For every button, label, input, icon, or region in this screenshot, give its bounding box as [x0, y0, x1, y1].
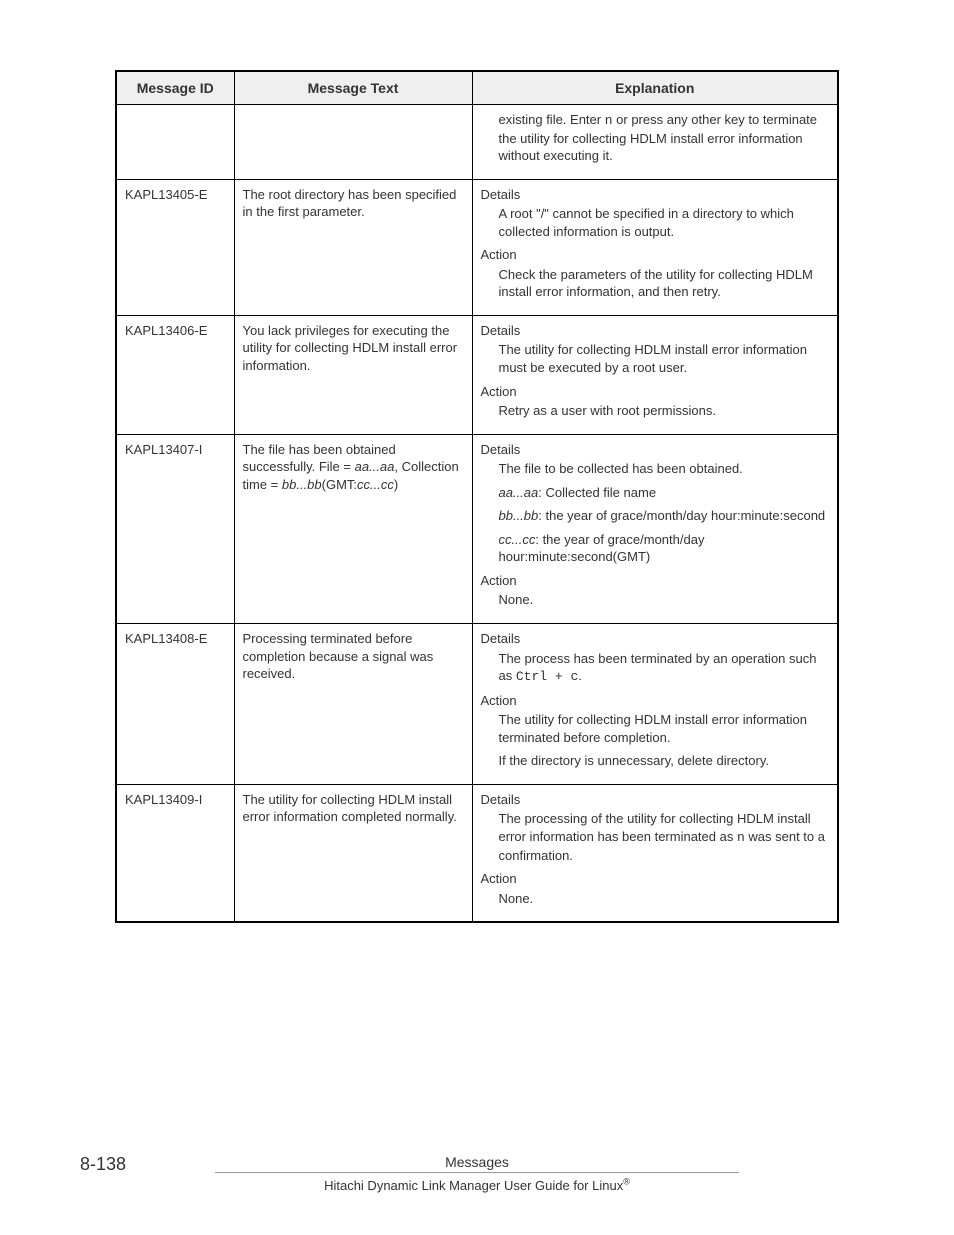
cell-message-text: The utility for collecting HDLM install … — [234, 784, 472, 922]
table-row: KAPL13405-EThe root directory has been s… — [116, 179, 838, 315]
cell-message-text: The root directory has been specified in… — [234, 179, 472, 315]
footer-doc-title: Hitachi Dynamic Link Manager User Guide … — [324, 1178, 630, 1193]
col-header-message-text: Message Text — [234, 71, 472, 105]
cell-message-id: KAPL13406-E — [116, 315, 234, 434]
table-row: existing file. Enter n or press any othe… — [116, 105, 838, 180]
page-footer: 8-138 Messages Hitachi Dynamic Link Mana… — [0, 1154, 954, 1195]
cell-message-text: You lack privileges for executing the ut… — [234, 315, 472, 434]
cell-explanation: DetailsThe process has been terminated b… — [472, 624, 838, 785]
messages-table-body: existing file. Enter n or press any othe… — [116, 105, 838, 923]
table-row: KAPL13409-IThe utility for collecting HD… — [116, 784, 838, 922]
cell-message-id — [116, 105, 234, 180]
cell-message-id: KAPL13405-E — [116, 179, 234, 315]
cell-message-text: The file has been obtained successfully.… — [234, 434, 472, 623]
cell-explanation: DetailsA root "/" cannot be specified in… — [472, 179, 838, 315]
cell-explanation: existing file. Enter n or press any othe… — [472, 105, 838, 180]
cell-message-id: KAPL13408-E — [116, 624, 234, 785]
page-number: 8-138 — [80, 1154, 126, 1175]
cell-message-text — [234, 105, 472, 180]
table-row: KAPL13408-EProcessing terminated before … — [116, 624, 838, 785]
table-header-row: Message ID Message Text Explanation — [116, 71, 838, 105]
cell-explanation: DetailsThe processing of the utility for… — [472, 784, 838, 922]
document-page: Message ID Message Text Explanation exis… — [0, 0, 954, 1235]
col-header-message-id: Message ID — [116, 71, 234, 105]
cell-message-id: KAPL13409-I — [116, 784, 234, 922]
footer-section-title: Messages — [215, 1154, 739, 1173]
cell-message-text: Processing terminated before completion … — [234, 624, 472, 785]
table-row: KAPL13406-EYou lack privileges for execu… — [116, 315, 838, 434]
table-row: KAPL13407-IThe file has been obtained su… — [116, 434, 838, 623]
messages-table: Message ID Message Text Explanation exis… — [115, 70, 839, 923]
cell-explanation: DetailsThe file to be collected has been… — [472, 434, 838, 623]
cell-explanation: DetailsThe utility for collecting HDLM i… — [472, 315, 838, 434]
col-header-explanation: Explanation — [472, 71, 838, 105]
cell-message-id: KAPL13407-I — [116, 434, 234, 623]
